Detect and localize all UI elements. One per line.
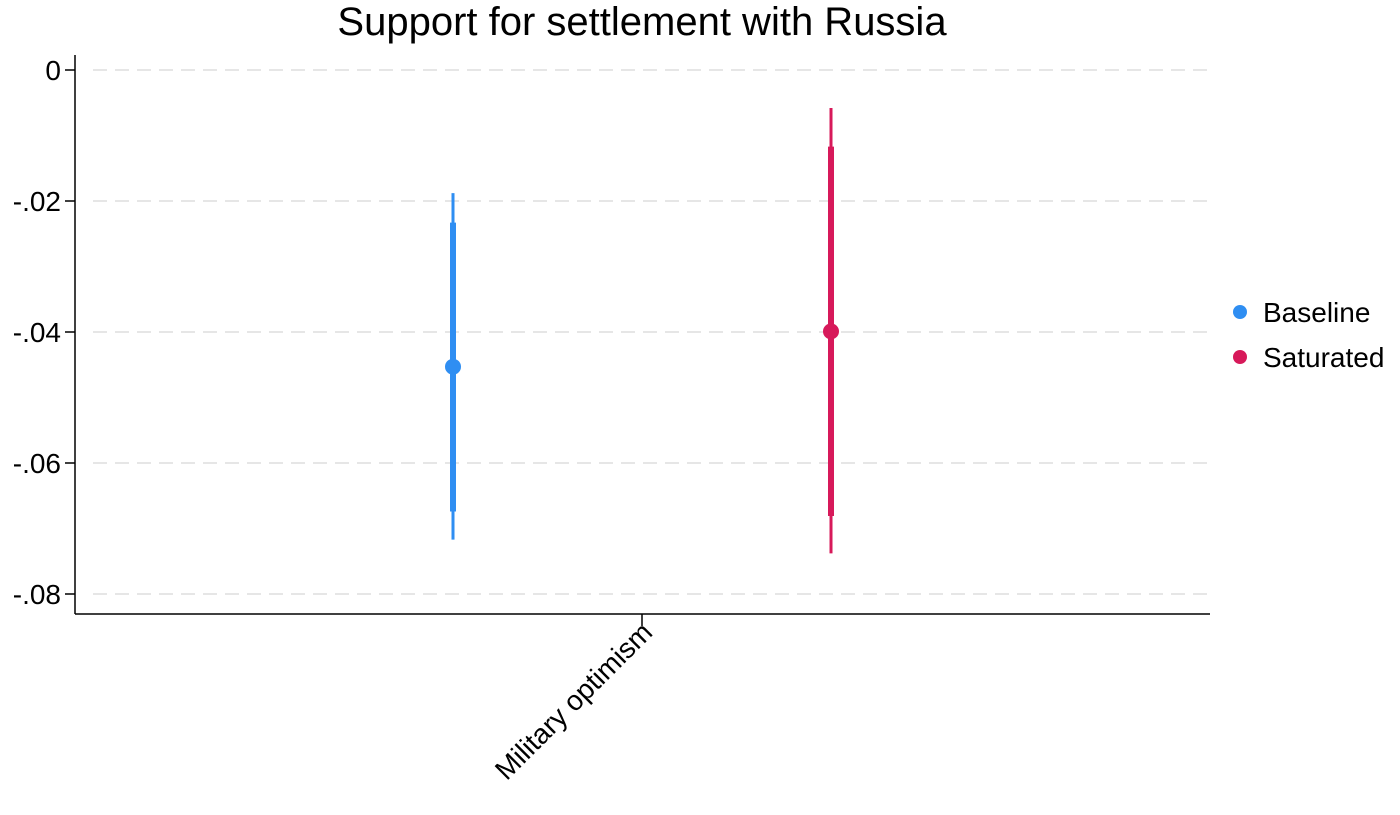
y-tick-label: -.08 [13, 579, 61, 610]
x-tick-label: Military optimism [489, 616, 658, 785]
legend-marker [1233, 305, 1247, 319]
legend-label: Saturated [1263, 342, 1384, 373]
point-estimate [823, 323, 839, 340]
y-tick-label: 0 [45, 55, 61, 86]
y-tick-label: -.02 [13, 186, 61, 217]
point-estimate [445, 358, 461, 375]
series-marks [445, 107, 839, 554]
legend-label: Baseline [1263, 297, 1370, 328]
chart-title: Support for settlement with Russia [337, 0, 947, 44]
gridlines [93, 69, 1210, 595]
y-tick-label: -.06 [13, 448, 61, 479]
y-tick-label: -.04 [13, 317, 61, 348]
legend-marker [1233, 350, 1247, 364]
axes: 0 -.02 -.04 -.06 -.08 Military optimism [13, 55, 1210, 786]
legend: Baseline Saturated [1233, 297, 1384, 373]
